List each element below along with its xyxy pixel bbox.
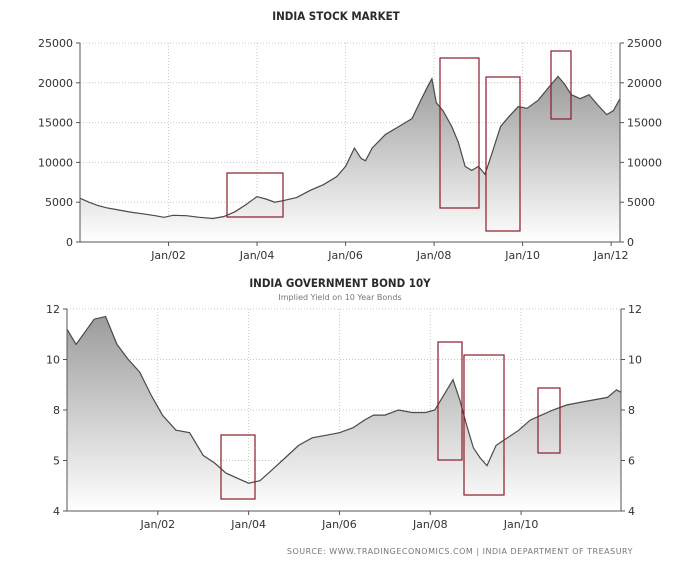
- y-tick-label-right: 10000: [627, 156, 662, 169]
- source-text: SOURCE: WWW.TRADINGECONOMICS.COM | INDIA…: [287, 547, 633, 556]
- y-tick-label-right: 5000: [627, 196, 655, 209]
- highlight-box: [485, 76, 521, 232]
- stock-chart-title: INDIA STOCK MARKET: [272, 9, 399, 23]
- bond-chart-title: INDIA GOVERNMENT BOND 10Y: [249, 276, 431, 290]
- y-tick-label-left: 12: [46, 303, 60, 316]
- stock-market-chart: INDIA STOCK MARKET 0 0 5000 5000 10000 10000 1…: [38, 9, 662, 262]
- bond-chart-ticks: 4 4 5 6 8 8 10 10 12 12 Jan/02 Jan/04 Jan/06 Jan/08 Ja…: [46, 303, 642, 531]
- y-tick-label-left: 10000: [38, 156, 73, 169]
- y-tick-label-right: 4: [628, 505, 635, 518]
- x-tick-label: Jan/02: [150, 249, 186, 262]
- x-tick-label: Jan/08: [416, 249, 452, 262]
- stock-series-line: [79, 75, 621, 220]
- stock-chart-ticks: 0 0 5000 5000 10000 10000 15000 15000 20000 20000…: [38, 37, 662, 262]
- y-tick-label-right: 15000: [627, 117, 662, 130]
- y-tick-label-right: 10: [628, 354, 642, 367]
- highlight-box: [550, 50, 572, 120]
- highlight-box: [463, 354, 505, 496]
- y-tick-label-left: 0: [66, 236, 73, 249]
- y-tick-label-left: 25000: [38, 37, 73, 50]
- y-tick-label-left: 20000: [38, 77, 73, 90]
- bond-yield-chart: INDIA GOVERNMENT BOND 10Y Implied Yield …: [46, 276, 642, 531]
- y-tick-label-left: 5: [53, 455, 60, 468]
- y-tick-label-left: 15000: [38, 117, 73, 130]
- y-tick-label-right: 0: [627, 236, 634, 249]
- bond-chart-highlights: [220, 341, 561, 500]
- highlight-box: [437, 341, 463, 461]
- bond-series-area: [67, 316, 621, 511]
- stock-chart-highlights: [226, 50, 572, 232]
- y-tick-label-right: 20000: [627, 77, 662, 90]
- y-tick-label-right: 8: [628, 404, 635, 417]
- x-tick-label: Jan/12: [593, 249, 629, 262]
- y-tick-label-right: 6: [628, 455, 635, 468]
- y-tick-label-right: 12: [628, 303, 642, 316]
- x-tick-label: Jan/06: [321, 518, 357, 531]
- stock-series-area: [80, 76, 620, 243]
- x-tick-label: Jan/10: [503, 518, 539, 531]
- y-tick-label-left: 10: [46, 354, 60, 367]
- y-tick-label-left: 8: [53, 404, 60, 417]
- x-tick-label: Jan/02: [139, 518, 175, 531]
- x-tick-label: Jan/04: [239, 249, 275, 262]
- y-tick-label-left: 4: [53, 505, 60, 518]
- highlight-box: [439, 57, 480, 209]
- bond-chart-axes: [63, 308, 625, 515]
- x-tick-label: Jan/04: [230, 518, 266, 531]
- bond-chart-subtitle: Implied Yield on 10 Year Bonds: [278, 293, 401, 302]
- bond-series-line: [66, 315, 622, 484]
- stock-chart-axes: [76, 42, 624, 246]
- highlight-box: [220, 434, 256, 500]
- x-tick-label: Jan/06: [327, 249, 363, 262]
- highlight-box: [537, 387, 561, 454]
- y-tick-label-right: 25000: [627, 37, 662, 50]
- x-tick-label: Jan/10: [504, 249, 540, 262]
- x-tick-label: Jan/08: [412, 518, 448, 531]
- highlight-box: [226, 172, 284, 218]
- y-tick-label-left: 5000: [45, 196, 73, 209]
- stock-chart-grid: [80, 42, 620, 242]
